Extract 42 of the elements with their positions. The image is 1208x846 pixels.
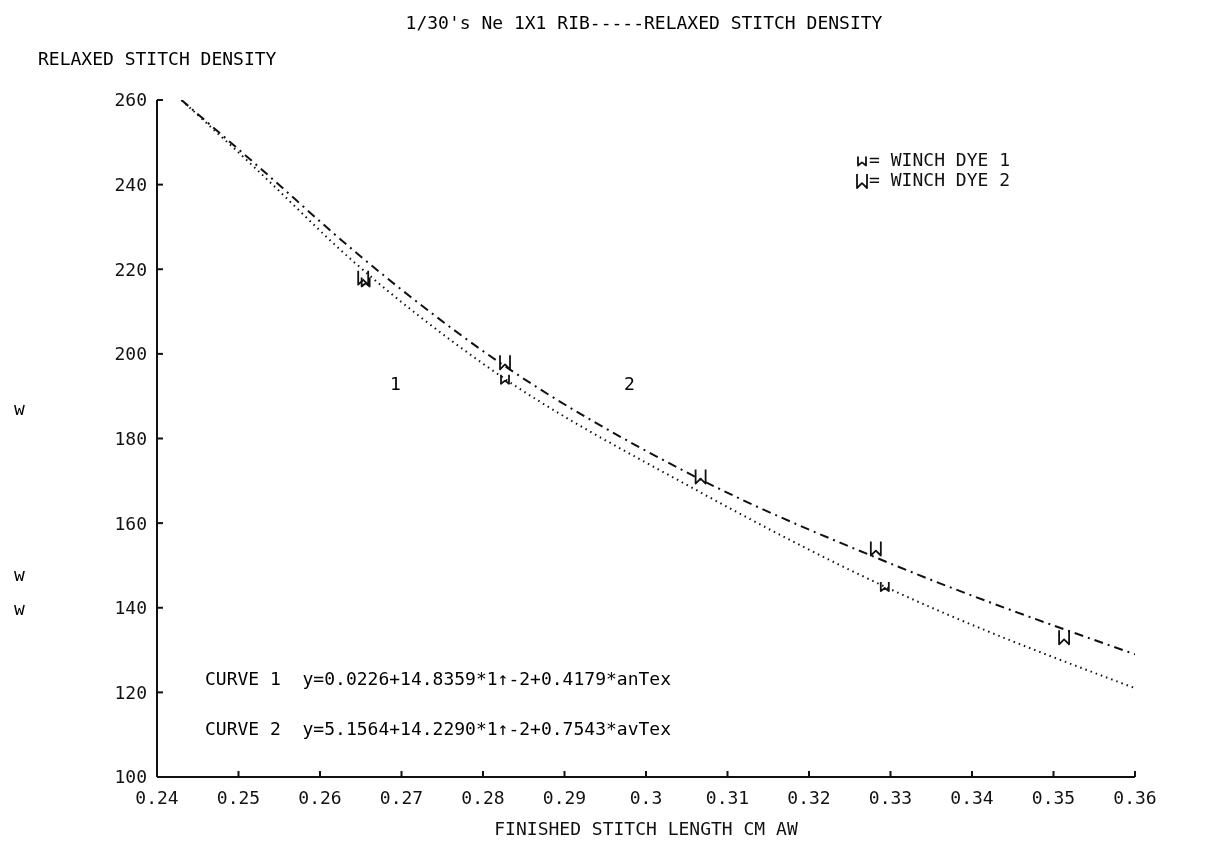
x-tick-label: 0.27 <box>379 786 424 808</box>
annotation: 1 <box>390 373 401 394</box>
y-tick-label: 160 <box>114 512 147 534</box>
y-tick-label: 180 <box>114 427 147 449</box>
point <box>360 276 371 288</box>
legend-label: = WINCH DYE 1 <box>868 149 1010 170</box>
point <box>694 468 707 485</box>
x-tick-label: 0.28 <box>461 786 505 808</box>
point <box>869 540 882 557</box>
point <box>499 354 511 371</box>
x-tick-label: 0.31 <box>705 786 750 808</box>
annotation: CURVE 1 y=0.0226+14.8359*1↑-2+0.4179*anTex <box>205 668 671 689</box>
text: w <box>14 598 25 619</box>
y-tick-label: 240 <box>114 174 147 196</box>
x-tick-label: 0.24 <box>135 786 179 808</box>
point <box>1058 629 1070 646</box>
x-tick-label: 0.26 <box>298 786 342 808</box>
y-tick-label: 120 <box>114 681 147 703</box>
text: w <box>14 564 25 585</box>
chart-title: 1/30's Ne 1X1 RIB-----RELAXED STITCH DENSITY <box>404 12 884 33</box>
x-tick-label: 0.35 <box>1031 786 1076 808</box>
x-tick-label: 0.3 <box>629 786 663 808</box>
y-tick-label: 140 <box>114 597 147 619</box>
y-tick-label: 100 <box>114 766 147 788</box>
x-axis-title: FINISHED STITCH LENGTH CM AW <box>494 818 798 839</box>
x-tick-label: 0.32 <box>787 786 831 808</box>
x-tick-label: 0.36 <box>1113 786 1157 808</box>
y-tick-label: 220 <box>114 258 147 280</box>
annotation: CURVE 2 y=5.1564+14.2290*1↑-2+0.7543*avTex <box>205 718 671 739</box>
x-tick-label: 0.29 <box>542 786 587 808</box>
annotation: 2 <box>624 373 635 394</box>
y-axis-title: RELAXED STITCH DENSITY <box>38 48 277 69</box>
x-tick-label: 0.34 <box>950 786 994 808</box>
y-tick-label: 200 <box>114 343 147 365</box>
point <box>879 581 890 592</box>
y-tick-label: 260 <box>114 89 147 111</box>
point <box>500 373 510 385</box>
point <box>357 269 370 286</box>
x-tick-label: 0.25 <box>216 786 261 808</box>
legend-label: = WINCH DYE 2 <box>868 169 1010 190</box>
x-tick-label: 0.33 <box>868 786 913 808</box>
text: w <box>14 398 25 419</box>
